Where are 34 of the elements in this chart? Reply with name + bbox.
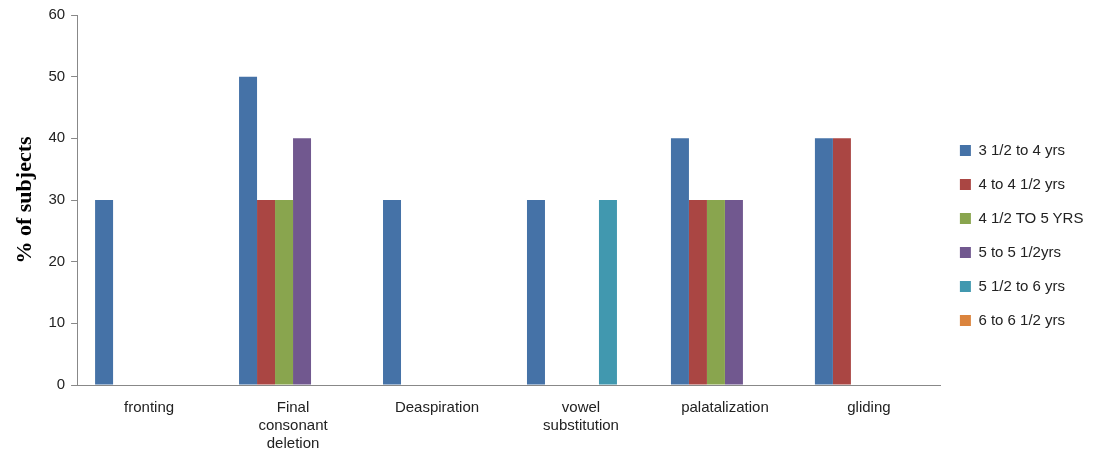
bar: [526, 200, 545, 385]
x-tick-label: fronting: [124, 398, 175, 416]
legend-label: 5 1/2 to 6 yrs: [978, 276, 1066, 294]
bar: [724, 200, 743, 385]
y-tick-label: 50: [48, 66, 66, 84]
bar: [275, 200, 294, 385]
y-axis-title: % of subjects: [10, 136, 36, 264]
legend-label: 4 to 4 1/2 yrs: [978, 174, 1066, 192]
legend-label: 4 1/2 TO 5 YRS: [978, 208, 1084, 226]
bar: [239, 76, 258, 385]
x-tick-label: palatalization: [681, 398, 769, 416]
legend-label: 3 1/2 to 4 yrs: [978, 140, 1066, 158]
x-tick-label: Deaspiration: [394, 398, 480, 416]
bar: [95, 200, 114, 385]
legend-label: 5 to 5 1/2yrs: [978, 242, 1061, 260]
bar: [670, 138, 689, 385]
x-tick-label: vowel substitution: [543, 398, 619, 434]
bar: [814, 138, 833, 385]
y-tick-label: 10: [48, 313, 66, 331]
bar: [832, 138, 851, 385]
x-tick-label: Final consonant deletion: [258, 398, 329, 452]
y-tick-label: 0: [56, 375, 66, 393]
legend-label: 6 to 6 1/2 yrs: [978, 310, 1066, 328]
x-tick-label: gliding: [847, 398, 891, 416]
bar: [706, 200, 725, 385]
bar: [598, 200, 617, 385]
y-tick-label: 30: [48, 190, 66, 208]
y-tick-label: 20: [48, 251, 66, 269]
bar: [293, 138, 312, 385]
y-tick-label: 40: [48, 128, 66, 146]
bar: [383, 200, 402, 385]
bar: [688, 200, 707, 385]
y-tick-label: 60: [48, 5, 66, 23]
bar: [257, 200, 276, 385]
